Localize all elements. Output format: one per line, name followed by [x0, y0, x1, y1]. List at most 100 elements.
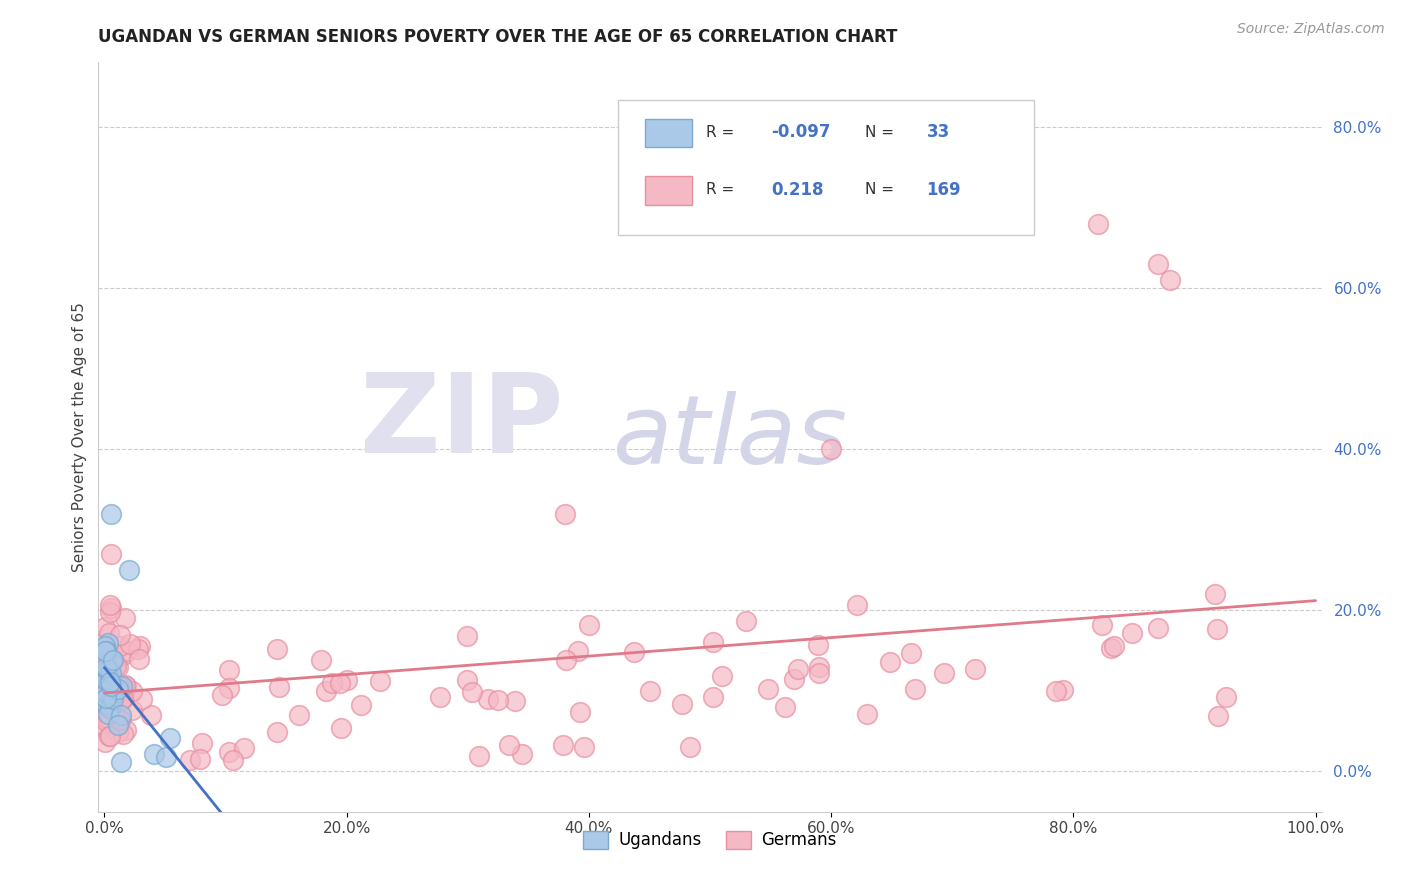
Text: 0.218: 0.218 [772, 181, 824, 199]
Germans [94, 695, 117, 709]
Ugandans [107, 682, 129, 697]
Text: -0.097: -0.097 [772, 123, 831, 141]
Ugandans [94, 684, 117, 698]
Germans [107, 660, 129, 674]
Germans [1206, 622, 1229, 636]
Germans [679, 740, 702, 755]
Germans [94, 692, 117, 706]
Germans [96, 684, 118, 698]
Ugandans [103, 653, 125, 667]
Germans [233, 741, 256, 756]
Germans [807, 638, 830, 652]
Germans [108, 628, 131, 642]
Germans [808, 666, 831, 681]
Ugandans [97, 675, 120, 690]
Germans [900, 646, 922, 660]
Germans [1147, 257, 1170, 271]
Germans [101, 653, 124, 667]
Germans [963, 662, 986, 676]
Ugandans [94, 673, 117, 687]
Germans [315, 684, 337, 698]
Germans [1204, 587, 1226, 601]
Germans [94, 665, 117, 679]
Germans [121, 703, 143, 717]
Germans [100, 547, 122, 561]
Y-axis label: Seniors Poverty Over the Age of 65: Seniors Poverty Over the Age of 65 [72, 302, 87, 572]
Germans [569, 705, 592, 719]
Germans [218, 745, 240, 759]
Germans [118, 637, 141, 651]
Germans [638, 683, 661, 698]
Germans [111, 691, 134, 706]
Germans [267, 680, 290, 694]
Ugandans [100, 507, 122, 521]
Germans [94, 710, 117, 724]
Germans [288, 708, 311, 723]
Germans [97, 685, 120, 699]
Germans [1087, 217, 1109, 231]
Ugandans [98, 701, 121, 715]
Germans [96, 687, 118, 701]
Germans [114, 611, 136, 625]
Germans [94, 644, 117, 658]
Germans [191, 736, 214, 750]
Ugandans [155, 750, 177, 764]
Text: Source: ZipAtlas.com: Source: ZipAtlas.com [1237, 22, 1385, 37]
Germans [429, 690, 451, 704]
Germans [468, 749, 491, 764]
Germans [94, 662, 117, 676]
Germans [846, 598, 869, 612]
Germans [110, 712, 132, 726]
Germans [108, 713, 131, 727]
Germans [108, 683, 131, 698]
Text: ZIP: ZIP [360, 368, 564, 475]
Germans [782, 672, 804, 686]
Germans [94, 673, 117, 688]
Germans [477, 692, 499, 706]
Germans [808, 660, 831, 674]
Germans [188, 752, 211, 766]
Germans [578, 618, 600, 632]
Germans [94, 655, 117, 669]
Text: 33: 33 [927, 123, 950, 141]
Ugandans [100, 679, 122, 693]
Germans [115, 679, 138, 693]
Germans [103, 687, 125, 701]
Germans [1146, 621, 1168, 635]
Germans [131, 691, 153, 706]
Germans [1121, 625, 1143, 640]
Germans [503, 694, 526, 708]
Germans [96, 681, 118, 696]
Ugandans [107, 718, 129, 732]
Legend: Ugandans, Germans: Ugandans, Germans [576, 824, 844, 855]
Germans [879, 655, 901, 669]
Ugandans [111, 679, 134, 693]
Germans [104, 658, 127, 673]
Ugandans [94, 643, 117, 657]
Germans [101, 674, 124, 689]
FancyBboxPatch shape [645, 119, 692, 147]
Germans [115, 644, 138, 658]
Germans [1208, 709, 1230, 723]
Germans [702, 690, 724, 704]
Germans [94, 698, 117, 712]
Germans [103, 657, 125, 671]
Germans [94, 734, 117, 748]
Germans [329, 675, 352, 690]
Germans [100, 601, 122, 615]
Germans [93, 680, 115, 694]
Germans [129, 639, 152, 653]
FancyBboxPatch shape [645, 177, 692, 205]
Germans [773, 699, 796, 714]
Germans [114, 677, 136, 691]
Germans [98, 678, 121, 692]
Germans [554, 507, 576, 521]
Ugandans [93, 639, 115, 653]
Germans [266, 724, 288, 739]
Germans [98, 598, 121, 612]
Germans [1052, 682, 1074, 697]
Germans [623, 645, 645, 659]
Germans [94, 620, 117, 634]
Text: 169: 169 [927, 181, 962, 199]
Germans [94, 719, 117, 733]
